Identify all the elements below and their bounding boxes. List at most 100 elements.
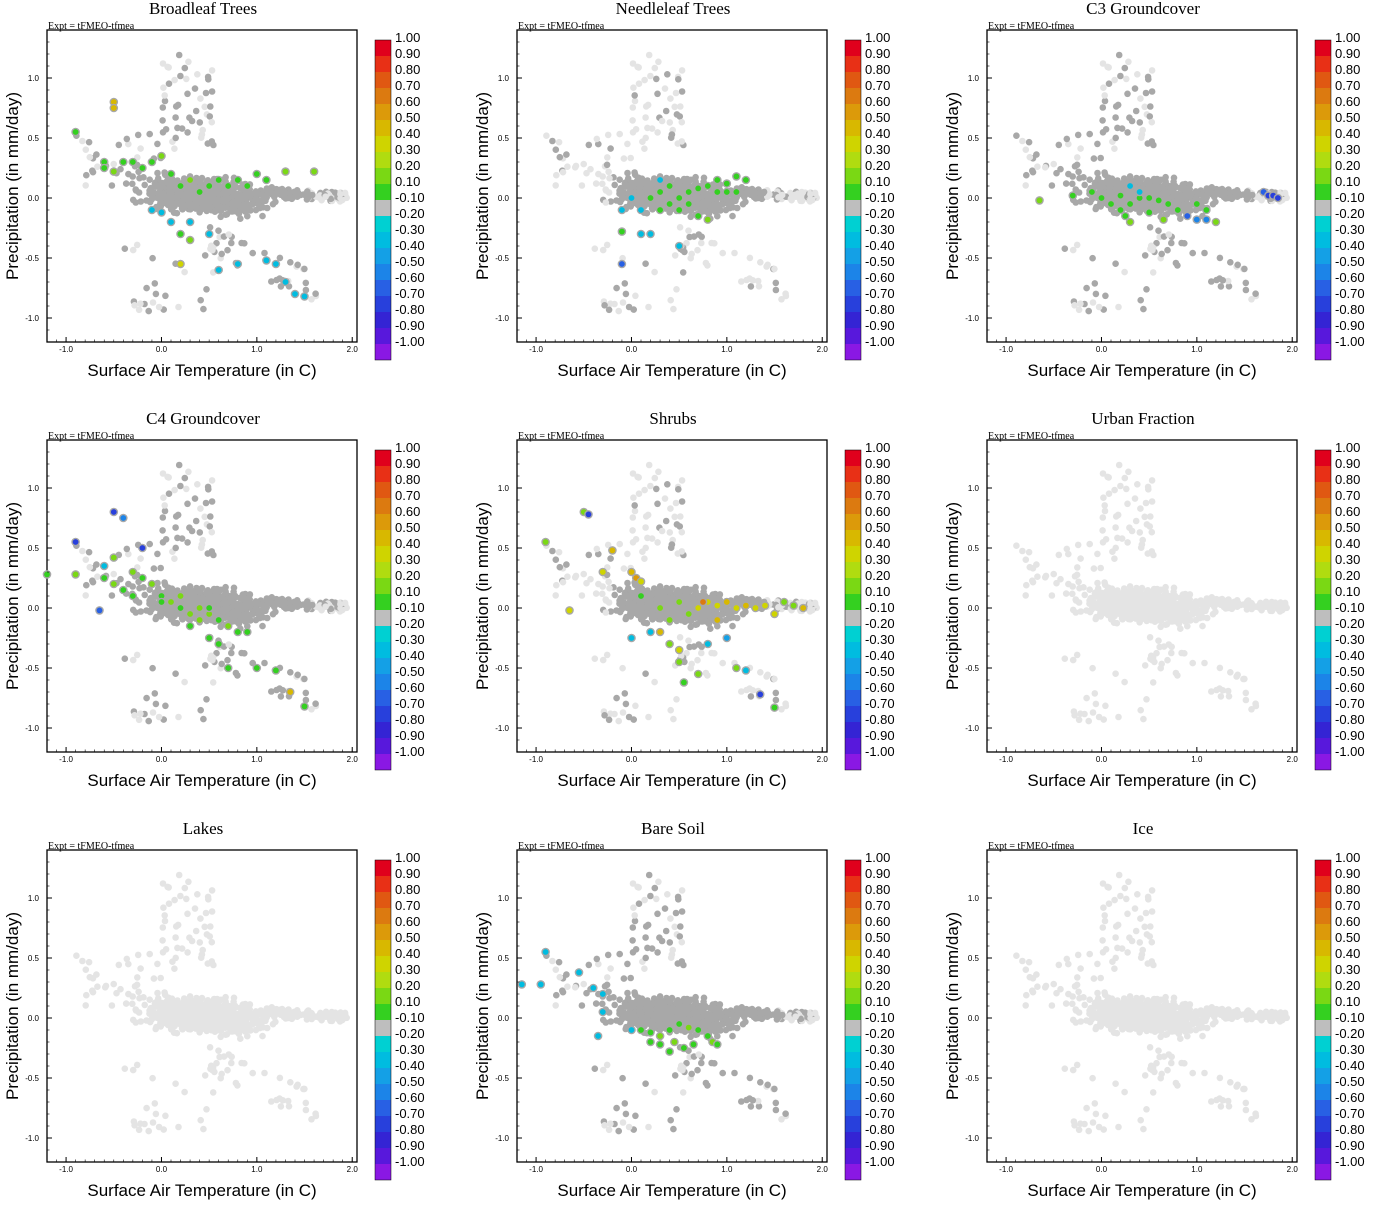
highlight-point bbox=[272, 260, 279, 267]
colorbar-label: -0.40 bbox=[865, 238, 895, 253]
background-point bbox=[122, 245, 129, 252]
background-point bbox=[670, 306, 677, 313]
y-tick-label: 0.5 bbox=[498, 134, 510, 143]
background-point bbox=[171, 487, 178, 494]
colorbar-label: 1.00 bbox=[1335, 30, 1360, 45]
highlight-point bbox=[225, 622, 232, 629]
background-point bbox=[247, 202, 254, 209]
colorbar-label: -0.60 bbox=[395, 680, 425, 695]
background-point bbox=[211, 598, 218, 605]
background-point bbox=[198, 134, 205, 141]
highlight-point bbox=[695, 185, 702, 192]
y-tick-label: -0.5 bbox=[965, 254, 979, 263]
highlight-point bbox=[215, 616, 222, 623]
colorbar: 1.000.900.800.700.600.500.400.300.200.10… bbox=[375, 30, 425, 360]
background-point bbox=[599, 181, 606, 188]
background-point bbox=[203, 286, 210, 293]
highlight-point bbox=[685, 200, 692, 207]
colorbar-swatch bbox=[845, 200, 861, 216]
colorbar-swatch bbox=[375, 706, 391, 722]
colorbar-swatch bbox=[375, 88, 391, 104]
background-point bbox=[1064, 136, 1071, 143]
colorbar-label: 0.10 bbox=[865, 174, 890, 189]
colorbar-label: 0.80 bbox=[395, 62, 420, 77]
highlight-point bbox=[177, 260, 184, 267]
background-point bbox=[197, 505, 204, 512]
background-point bbox=[623, 182, 630, 189]
background-point bbox=[160, 514, 167, 521]
background-point bbox=[145, 308, 152, 315]
background-point bbox=[1252, 290, 1259, 297]
y-tick-label: -0.5 bbox=[25, 664, 39, 673]
background-point bbox=[254, 599, 261, 606]
highlight-point bbox=[129, 568, 136, 575]
background-point bbox=[171, 555, 178, 562]
background-point bbox=[122, 655, 129, 662]
x-tick-label: -1.0 bbox=[59, 755, 73, 764]
background-point bbox=[675, 177, 682, 184]
background-point bbox=[646, 52, 653, 59]
highlight-point bbox=[177, 182, 184, 189]
background-point bbox=[164, 474, 171, 481]
colorbar-label: 0.20 bbox=[865, 158, 890, 173]
background-point bbox=[231, 609, 238, 616]
background-point bbox=[1248, 296, 1255, 303]
background-point bbox=[160, 129, 167, 136]
background-point bbox=[752, 195, 759, 202]
background-point bbox=[173, 103, 180, 110]
highlight-point bbox=[120, 514, 127, 521]
y-tick-label: -0.5 bbox=[495, 254, 509, 263]
background-point bbox=[792, 193, 799, 200]
background-point bbox=[1100, 129, 1107, 136]
highlight-point bbox=[676, 194, 683, 201]
background-point bbox=[255, 201, 262, 208]
background-point bbox=[224, 247, 231, 254]
background-point bbox=[1069, 181, 1076, 188]
background-point bbox=[1093, 182, 1100, 189]
colorbar-swatch bbox=[375, 626, 391, 642]
highlight-point bbox=[1136, 188, 1143, 195]
background-point bbox=[79, 548, 86, 555]
colorbar-swatch bbox=[375, 200, 391, 216]
highlight-point bbox=[215, 640, 222, 647]
background-point bbox=[1227, 259, 1234, 266]
colorbar-swatch bbox=[375, 40, 391, 56]
background-point bbox=[651, 269, 658, 276]
background-point bbox=[131, 302, 138, 309]
colorbar-swatch bbox=[375, 562, 391, 578]
highlight-point bbox=[628, 194, 635, 201]
colorbar-label: -0.10 bbox=[395, 600, 425, 615]
background-point bbox=[203, 696, 210, 703]
y-tick-label: -1.0 bbox=[25, 314, 39, 323]
background-point bbox=[116, 142, 123, 149]
background-point bbox=[308, 706, 315, 713]
background-point bbox=[707, 194, 714, 201]
background-point bbox=[208, 243, 215, 250]
background-point bbox=[185, 469, 192, 476]
background-point bbox=[263, 604, 270, 611]
highlight-point bbox=[676, 206, 683, 213]
highlight-point bbox=[120, 158, 127, 165]
background-point bbox=[294, 672, 301, 679]
background-point bbox=[725, 201, 732, 208]
background-point bbox=[1094, 170, 1101, 177]
background-point bbox=[145, 718, 152, 725]
background-point bbox=[807, 191, 814, 198]
highlight-point bbox=[148, 158, 155, 165]
highlight-point bbox=[714, 176, 721, 183]
background-point bbox=[1100, 104, 1107, 111]
background-point bbox=[698, 240, 705, 247]
background-point bbox=[184, 129, 191, 136]
highlight-point bbox=[206, 182, 213, 189]
background-point bbox=[1212, 191, 1219, 198]
colorbar-swatch bbox=[1315, 40, 1331, 56]
background-point bbox=[1096, 304, 1103, 311]
colorbar-swatch bbox=[375, 594, 391, 610]
background-point bbox=[687, 214, 694, 221]
background-point bbox=[729, 213, 736, 220]
background-point bbox=[263, 194, 270, 201]
background-point bbox=[1086, 176, 1093, 183]
background-point bbox=[287, 669, 294, 676]
highlight-point bbox=[167, 598, 174, 605]
